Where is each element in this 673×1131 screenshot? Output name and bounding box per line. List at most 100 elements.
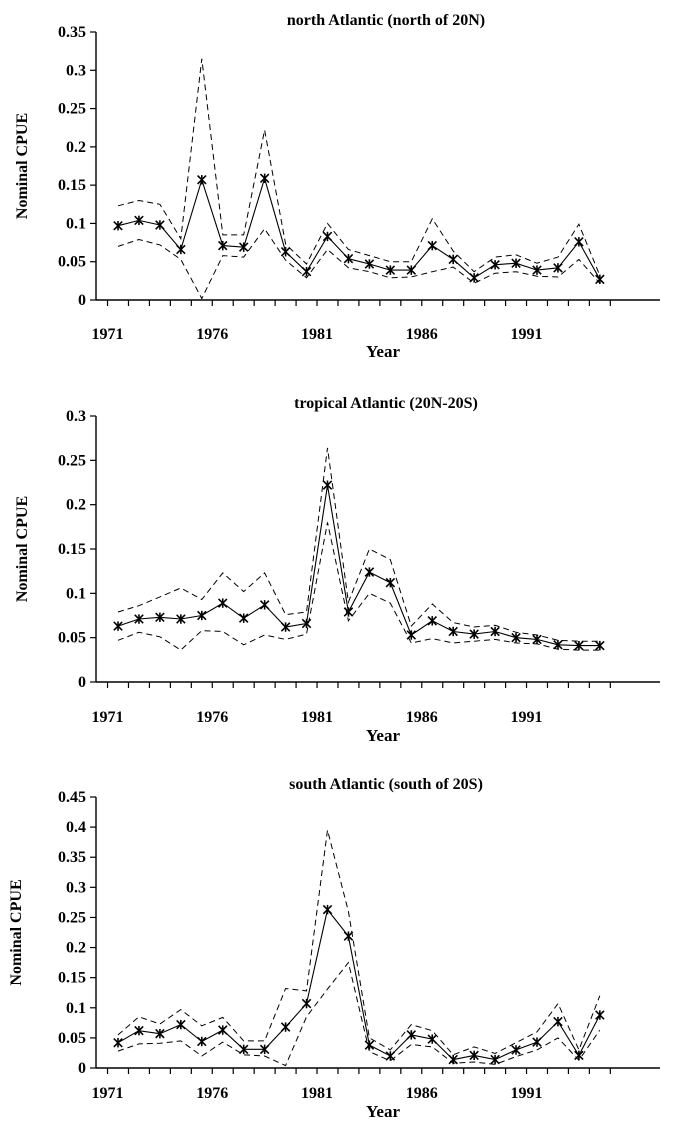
data-point-marker [490,1054,500,1065]
y-tick-label: 0 [78,674,86,691]
data-point-marker [427,616,438,626]
data-point-marker [197,1036,207,1047]
data-point-marker [155,220,165,230]
data-point-marker [553,263,563,273]
series-line-nominal-cpue [117,176,601,280]
x-tick-label: 1976 [196,709,228,726]
data-point-marker [385,265,396,275]
y-tick-label: 0.05 [58,1030,86,1047]
data-point-marker [322,231,333,242]
data-point-marker [134,1025,144,1036]
chart-panel-1: north Atlantic (north of 20N) 0 0.05 0.1 0.1… [14,12,660,361]
data-point-marker [217,598,228,608]
x-tick-label: 1981 [301,326,333,343]
y-axis-label: Nominal CPUE [8,879,25,985]
series-line-upper-bound [117,447,600,642]
x-axis-label: Year [366,1102,400,1121]
x-tick-label: 1971 [92,326,124,343]
y-axis-label: Nominal CPUE [14,496,31,602]
y-tick-label: 0.45 [58,789,86,806]
data-point-marker [343,607,354,617]
y-tick-label: 0.15 [58,970,86,987]
data-point-marker [532,634,542,645]
data-point-marker [511,258,521,269]
data-point-marker [197,175,207,185]
y-tick-label: 0.25 [58,101,86,118]
data-point-marker [469,1050,479,1061]
y-tick-label: 0.3 [66,408,86,425]
x-tick-label: 1981 [301,1085,333,1102]
x-tick-label: 1976 [196,326,228,343]
series-line-nominal-cpue [117,908,601,1061]
y-tick-label: 0.1 [66,585,86,602]
chart-panel-3: south Atlantic (south of 20S) 0 0.05 0.1 0.1… [8,776,660,1121]
data-point-marker [532,265,542,275]
x-axis-label: Year [366,342,400,361]
data-point-marker [574,640,584,651]
x-tick-label: 1991 [511,1085,543,1102]
y-tick-label: 0.25 [58,452,86,469]
data-point-marker [259,600,270,610]
x-tick-label: 1971 [92,709,124,726]
data-point-marker [490,626,500,637]
data-point-marker [176,244,186,255]
data-point-marker [574,1050,584,1061]
y-axis-label: Nominal CPUE [14,113,31,219]
data-point-marker [574,237,584,247]
y-tick-label: 0.1 [66,215,86,232]
series-line-lower-bound [117,961,601,1067]
data-point-marker [301,266,312,277]
data-point-marker [322,904,333,915]
data-point-marker [280,622,291,632]
y-tick-label: 0.05 [58,254,86,271]
data-point-marker [595,274,605,285]
data-point-marker [427,1034,438,1044]
data-point-marker [259,1044,270,1055]
data-point-marker [343,253,354,264]
y-tick-label: 0.4 [66,819,86,836]
y-tick-label: 0.3 [66,879,86,896]
data-point-marker [595,640,605,651]
data-point-marker [553,639,563,650]
y-tick-label: 0.1 [66,1000,86,1017]
chart-title: north Atlantic (north of 20N) [287,12,485,29]
data-point-marker [113,621,123,631]
y-tick-label: 0.35 [58,24,86,41]
data-point-marker [217,240,228,251]
data-point-marker [532,1037,542,1047]
y-tick-label: 0.2 [66,139,86,156]
data-point-marker [259,173,270,184]
chart-title: south Atlantic (south of 20S) [289,776,483,793]
data-point-marker [511,632,521,643]
series-line-lower-bound [117,522,600,651]
data-point-marker [113,220,123,231]
data-point-marker [176,614,186,624]
data-point-marker [364,1040,375,1050]
x-tick-label: 1981 [301,709,333,726]
data-point-marker [238,242,249,252]
data-point-marker [406,630,417,640]
chart-panel-2: tropical Atlantic (20N-20S) 0 0.05 0.1 0.15 0… [14,395,660,745]
data-point-marker [343,931,354,941]
y-tick-label: 0 [78,292,86,309]
data-point-marker [364,259,375,269]
series-line-upper-bound [117,58,601,276]
data-point-marker [385,1051,396,1061]
x-tick-label: 1986 [406,709,438,726]
series-line-upper-bound [117,829,601,1056]
x-tick-label: 1971 [92,1085,124,1102]
data-point-marker [469,273,479,283]
data-point-marker [553,1016,563,1027]
y-tick-label: 0.2 [66,940,86,957]
data-point-marker [301,998,312,1009]
data-point-marker [134,614,144,624]
data-point-marker [113,1037,123,1048]
data-point-marker [280,1022,291,1032]
data-point-marker [595,1010,605,1020]
data-point-marker [448,254,458,265]
y-tick-label: 0.25 [58,909,86,926]
data-point-marker [238,1044,249,1055]
data-point-marker [490,260,500,270]
y-tick-label: 0 [78,1060,86,1077]
